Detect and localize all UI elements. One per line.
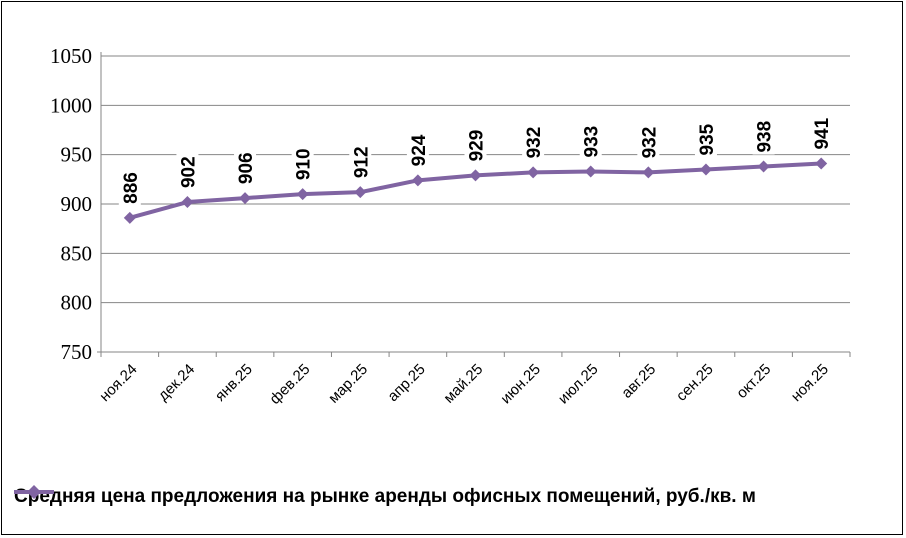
data-label-background (637, 118, 660, 161)
data-label-background (118, 163, 141, 206)
y-tick-label: 1050 (50, 44, 92, 68)
data-label: 912 (351, 146, 372, 178)
x-tick-label: авг.25 (618, 361, 659, 402)
y-tick-label: 950 (61, 143, 93, 167)
data-point (757, 160, 770, 173)
data-label-background (234, 144, 257, 187)
data-label: 929 (467, 130, 488, 162)
data-point (123, 211, 136, 224)
data-point (354, 186, 367, 199)
data-label-background (694, 115, 717, 158)
x-tick-label: фев.25 (266, 361, 313, 408)
legend-label: Средняя цена предложения на рынке аренды… (14, 486, 756, 507)
y-tick-label: 750 (61, 340, 93, 364)
y-tick-label: 1000 (50, 93, 92, 117)
x-tick-label: ноя.24 (96, 361, 140, 405)
data-label: 902 (178, 156, 199, 188)
x-tick-label: янв.25 (212, 361, 256, 405)
data-point (239, 192, 252, 205)
legend-marker (14, 485, 54, 499)
data-point (699, 163, 712, 176)
data-point (411, 174, 424, 187)
data-label-background (464, 121, 487, 164)
data-label: 910 (294, 148, 315, 180)
data-label: 938 (755, 121, 776, 153)
data-label: 924 (409, 134, 430, 166)
data-label: 935 (697, 123, 718, 155)
data-point (469, 169, 482, 182)
data-label-background (176, 148, 199, 191)
data-label: 932 (524, 127, 545, 159)
data-label: 932 (639, 127, 660, 159)
y-tick-label: 850 (61, 241, 93, 265)
data-label-background (349, 138, 372, 181)
data-point (815, 157, 828, 170)
x-tick-label: апр.25 (384, 361, 428, 405)
data-point (296, 188, 309, 201)
x-tick-label: окт.25 (733, 361, 774, 402)
data-label-background (291, 140, 314, 183)
x-tick-label: май.25 (440, 361, 486, 407)
data-point (181, 196, 194, 209)
x-tick-label: июл.25 (555, 361, 602, 408)
x-tick-label: сен.25 (673, 361, 717, 405)
y-tick-label: 800 (61, 291, 93, 315)
legend: Средняя цена предложения на рынке аренды… (12, 482, 756, 512)
y-tick-label: 900 (61, 192, 93, 216)
data-label-background (752, 112, 775, 155)
data-label-background (406, 126, 429, 169)
data-point (642, 166, 655, 179)
data-label-background (810, 109, 833, 152)
data-label: 906 (236, 152, 257, 184)
data-label-background (579, 117, 602, 160)
data-label-background (522, 118, 545, 161)
x-tick-label: ноя.25 (788, 361, 832, 405)
x-tick-label: июн.25 (497, 361, 544, 408)
data-point (584, 165, 597, 178)
data-label: 886 (121, 172, 142, 204)
data-label: 941 (812, 117, 833, 149)
x-tick-label: дек.24 (155, 361, 198, 404)
data-label: 933 (582, 126, 603, 158)
x-tick-label: мар.25 (325, 361, 371, 407)
data-point (527, 166, 540, 179)
